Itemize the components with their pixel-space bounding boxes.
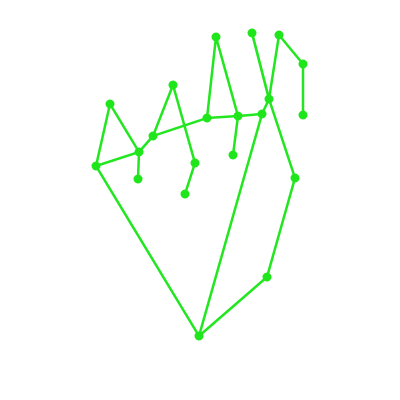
bone-pinky_mid-to-pinky_joint bbox=[277, 33, 305, 66]
joint-index_tip bbox=[180, 189, 190, 199]
bone-lines bbox=[94, 31, 305, 338]
bone-index_knuckle-to-index_mid bbox=[151, 83, 175, 138]
bone-middle_knuckle-to-middle_mid bbox=[205, 35, 218, 120]
joint-wrist bbox=[194, 331, 204, 341]
bone-index_mid-to-index_joint bbox=[171, 83, 197, 165]
joint-index_joint bbox=[190, 158, 200, 168]
joint-middle_joint bbox=[233, 111, 243, 121]
joint-palm_right bbox=[290, 173, 300, 183]
joint-middle_mid bbox=[211, 32, 221, 42]
bone-wrist-to-thumb_base bbox=[94, 164, 201, 338]
bone-ring_joint-to-pinky_mid bbox=[267, 33, 281, 101]
bone-ring_mid-to-ring_joint bbox=[250, 31, 271, 101]
bone-middle_joint-to-middle_tip bbox=[231, 114, 240, 157]
bone-index_knuckle-to-middle_knuckle bbox=[151, 116, 209, 138]
joint-thumb_base bbox=[91, 161, 101, 171]
bone-middle_mid-to-middle_joint bbox=[214, 35, 240, 118]
joint-ring_knuckle bbox=[257, 109, 267, 119]
bone-index_joint-to-index_tip bbox=[183, 161, 197, 196]
bone-ring_joint-to-palm_right bbox=[267, 97, 297, 180]
bone-thumb_knuckle-to-thumb_joint bbox=[108, 102, 141, 154]
joint-thumb_tip bbox=[133, 174, 143, 184]
bone-thumb_base-to-thumb_knuckle bbox=[94, 102, 112, 168]
joint-ring_joint bbox=[264, 94, 274, 104]
joint-palm_lower bbox=[262, 272, 272, 282]
joint-pinky_tip bbox=[298, 110, 308, 120]
bone-palm_lower-to-wrist bbox=[197, 275, 269, 338]
joint-middle_knuckle bbox=[202, 113, 212, 123]
bone-thumb_base-to-thumb_joint bbox=[94, 150, 141, 168]
joint-thumb_knuckle bbox=[105, 99, 115, 109]
joint-points bbox=[91, 28, 308, 341]
bone-palm_right-to-palm_lower bbox=[265, 176, 297, 279]
joint-index_mid bbox=[168, 80, 178, 90]
joint-pinky_mid bbox=[274, 30, 284, 40]
joint-thumb_joint bbox=[134, 147, 144, 157]
bone-middle_knuckle-to-middle_joint bbox=[205, 114, 240, 120]
bone-wrist-to-ring_knuckle bbox=[197, 112, 264, 338]
bone-thumb_joint-to-thumb_tip bbox=[136, 150, 141, 181]
joint-pinky_joint bbox=[298, 59, 308, 69]
joint-index_knuckle bbox=[148, 131, 158, 141]
joint-middle_tip bbox=[228, 150, 238, 160]
joint-ring_mid bbox=[247, 28, 257, 38]
